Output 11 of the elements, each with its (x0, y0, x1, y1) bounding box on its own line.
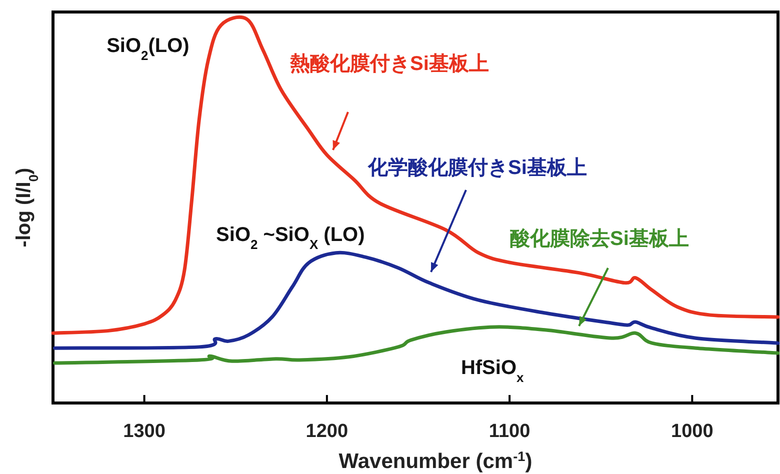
x-tick-label: 1300 (123, 421, 166, 442)
text: 化学酸化膜付きSi基板上 (367, 157, 587, 179)
x-axis-title: Wavenumber (cm$^{-1}$) (338, 448, 532, 473)
x-tick-label: 1000 (671, 421, 714, 442)
annotation: SiO$_{2}$ ~SiO$_{X}$ (LO) (216, 224, 365, 252)
annotation: HfSiO$_{x}$ (460, 356, 524, 384)
text: 酸化膜除去Si基板上 (510, 228, 689, 250)
annotation: SiO$_{2}$(LO) (106, 35, 190, 62)
x-tick-label: 1200 (306, 421, 348, 442)
x-tick-label: 1100 (488, 421, 530, 442)
series-label: 熱酸化膜付きSi基板上 (289, 53, 489, 75)
